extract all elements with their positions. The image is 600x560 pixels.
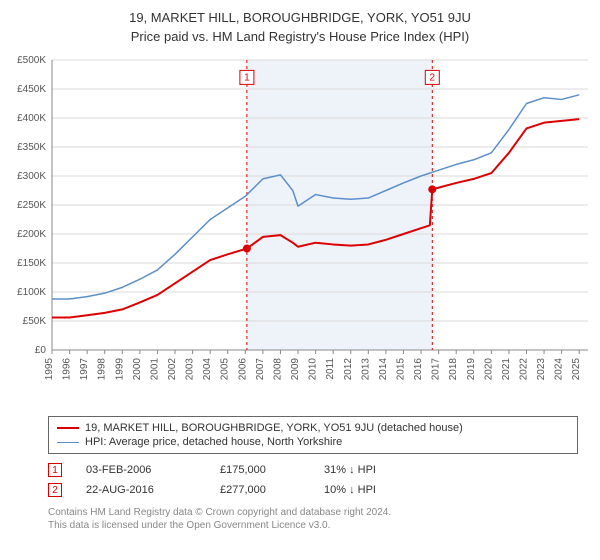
- svg-text:2001: 2001: [149, 358, 160, 381]
- svg-text:£150K: £150K: [17, 258, 46, 269]
- svg-text:£500K: £500K: [17, 55, 46, 66]
- svg-text:2005: 2005: [220, 358, 231, 381]
- svg-text:2017: 2017: [431, 358, 442, 381]
- svg-text:2010: 2010: [308, 358, 319, 381]
- svg-text:£200K: £200K: [17, 229, 46, 240]
- legend-label-hpi: HPI: Average price, detached house, Nort…: [85, 436, 342, 448]
- svg-text:2006: 2006: [237, 358, 248, 381]
- svg-text:£50K: £50K: [23, 316, 47, 327]
- footer-line-1: Contains HM Land Registry data © Crown c…: [48, 506, 578, 519]
- svg-text:1995: 1995: [44, 358, 55, 381]
- sale-date-2: 22-AUG-2016: [86, 484, 196, 496]
- footer: Contains HM Land Registry data © Crown c…: [48, 506, 578, 532]
- sale-date-1: 03-FEB-2006: [86, 464, 196, 476]
- svg-text:2000: 2000: [132, 358, 143, 381]
- chart-container: 19, MARKET HILL, BOROUGHBRIDGE, YORK, YO…: [0, 0, 600, 532]
- legend-box: 19, MARKET HILL, BOROUGHBRIDGE, YORK, YO…: [48, 416, 578, 454]
- svg-text:2019: 2019: [466, 358, 477, 381]
- svg-text:2004: 2004: [202, 358, 213, 381]
- svg-text:1: 1: [244, 72, 250, 83]
- svg-text:£450K: £450K: [17, 84, 46, 95]
- svg-text:2014: 2014: [378, 358, 389, 381]
- svg-text:1999: 1999: [114, 358, 125, 381]
- svg-text:2020: 2020: [483, 358, 494, 381]
- svg-text:2008: 2008: [272, 358, 283, 381]
- sale-marker-1: 1: [48, 463, 62, 477]
- svg-text:£400K: £400K: [17, 113, 46, 124]
- svg-text:2022: 2022: [518, 358, 529, 381]
- svg-text:1998: 1998: [97, 358, 108, 381]
- legend-swatch-property: [57, 427, 79, 429]
- footer-line-2: This data is licensed under the Open Gov…: [48, 519, 578, 532]
- chart-area: £0 £50K £100K £150K £200K £250K £300K £350K £400…: [0, 50, 600, 410]
- svg-text:2002: 2002: [167, 358, 178, 381]
- legend-item-property: 19, MARKET HILL, BOROUGHBRIDGE, YORK, YO…: [57, 421, 569, 435]
- svg-text:2021: 2021: [501, 358, 512, 381]
- svg-text:2016: 2016: [413, 358, 424, 381]
- svg-text:2007: 2007: [255, 358, 266, 381]
- sale-delta-2: 10% ↓ HPI: [324, 484, 434, 496]
- sale-price-1: £175,000: [220, 464, 300, 476]
- sale-price-2: £277,000: [220, 484, 300, 496]
- svg-text:2013: 2013: [360, 358, 371, 381]
- sales-block: 1 03-FEB-2006 £175,000 31% ↓ HPI 2 22-AU…: [48, 460, 578, 500]
- svg-text:£250K: £250K: [17, 200, 46, 211]
- svg-text:2011: 2011: [325, 358, 336, 380]
- legend-item-hpi: HPI: Average price, detached house, Nort…: [57, 435, 569, 449]
- svg-text:2003: 2003: [185, 358, 196, 381]
- svg-text:1996: 1996: [62, 358, 73, 381]
- svg-text:2025: 2025: [571, 358, 582, 381]
- svg-text:2012: 2012: [343, 358, 354, 381]
- svg-text:£0: £0: [35, 345, 47, 356]
- svg-text:£300K: £300K: [17, 171, 46, 182]
- title-sub: Price paid vs. HM Land Registry's House …: [0, 27, 600, 50]
- title-block: 19, MARKET HILL, BOROUGHBRIDGE, YORK, YO…: [0, 0, 600, 50]
- legend-swatch-hpi: [57, 442, 79, 443]
- svg-text:2009: 2009: [290, 358, 301, 381]
- svg-text:2015: 2015: [395, 358, 406, 381]
- svg-text:£100K: £100K: [17, 287, 46, 298]
- svg-text:1997: 1997: [79, 358, 90, 381]
- title-main: 19, MARKET HILL, BOROUGHBRIDGE, YORK, YO…: [0, 8, 600, 27]
- sale-row-1: 1 03-FEB-2006 £175,000 31% ↓ HPI: [48, 460, 578, 480]
- sale-row-2: 2 22-AUG-2016 £277,000 10% ↓ HPI: [48, 480, 578, 500]
- chart-svg: £0 £50K £100K £150K £200K £250K £300K £350K £400…: [0, 50, 600, 410]
- svg-text:2023: 2023: [536, 358, 547, 381]
- sale-delta-1: 31% ↓ HPI: [324, 464, 434, 476]
- svg-text:2: 2: [430, 72, 436, 83]
- svg-text:2024: 2024: [554, 358, 565, 381]
- svg-text:2018: 2018: [448, 358, 459, 381]
- svg-text:£350K: £350K: [17, 142, 46, 153]
- legend-label-property: 19, MARKET HILL, BOROUGHBRIDGE, YORK, YO…: [85, 422, 463, 434]
- sale-marker-2: 2: [48, 483, 62, 497]
